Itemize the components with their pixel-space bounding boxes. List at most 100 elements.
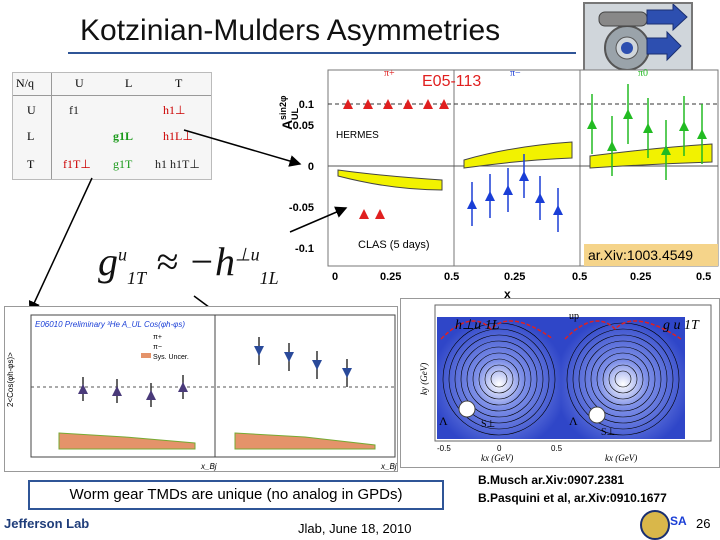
contour-ring (590, 346, 656, 412)
references: B.Musch ar.Xiv:0907.2381 B.Pasquini et a… (478, 471, 667, 507)
worm-gear-relation: gu1T ≈ −h⊥u 1L (98, 238, 279, 289)
data-point (78, 384, 88, 394)
hermes-label: HERMES (336, 130, 379, 141)
ky-axis-label: ky (GeV) (419, 363, 429, 395)
chart-header: E06010 Preliminary ³He A_UL Cos(φh-φs) (35, 320, 185, 329)
contour-ring (584, 340, 662, 418)
worm-gear-logo (583, 2, 693, 74)
legend-pi-plus: π+ (153, 334, 162, 341)
lattice-up-label: up (569, 311, 579, 322)
y-tick: 0.1 (299, 99, 314, 111)
table-cell: g1T (113, 157, 133, 171)
contour-ring (578, 334, 668, 424)
arxiv-label: ar.Xiv:1003.4549 (588, 247, 693, 263)
data-point (343, 99, 353, 109)
table-cell: h1⊥ (163, 103, 186, 117)
top-asymmetry-chart: E05-113 π+ π− π0 HERMES CLAS (5 days) ar… (272, 64, 720, 301)
table-head-u: U (75, 76, 84, 90)
table-corner: N/q (16, 76, 34, 90)
panel-label-pi-plus: π+ (384, 68, 395, 79)
contour-ring (472, 352, 526, 406)
data-point (643, 123, 653, 133)
worm-gear-statement: Worm gear TMDs are unique (no analog in … (28, 480, 444, 510)
top-chart-svg: E05-113 π+ π− π0 HERMES CLAS (5 days) ar… (278, 68, 719, 301)
lambda-label: Λ (439, 414, 448, 428)
data-point (607, 141, 617, 151)
contour-ring (602, 358, 644, 400)
spin-icon (588, 406, 606, 424)
data-point (383, 99, 393, 109)
reference-pasquini: B.Pasquini et al, ar.Xiv:0910.1677 (478, 491, 667, 505)
data-point (363, 99, 373, 109)
formula-lhs-sub: 1T (127, 268, 147, 288)
contour-ring (572, 328, 674, 430)
table-cell: g1L (113, 129, 134, 143)
data-point (519, 171, 529, 181)
data-point (503, 185, 513, 195)
y-tick: 0 (308, 161, 314, 173)
data-point (342, 368, 352, 378)
data-point (679, 121, 689, 131)
data-point (112, 386, 122, 396)
table-row-label: U (27, 103, 36, 117)
table-cell: h1 h1T⊥ (155, 157, 200, 171)
contour-ring (448, 328, 550, 430)
formula-rhs-sup: ⊥u (234, 244, 260, 265)
jefferson-lab-logo: Jefferson Lab (4, 516, 89, 531)
formula-rhs-sub: 1L (259, 268, 279, 288)
x-tick: 0.5 (444, 271, 459, 283)
panel-label-pi-minus: π− (510, 68, 521, 79)
s-perp-label: S⊥ (481, 419, 495, 430)
x-tick: 0.25 (504, 271, 525, 283)
x-axis-label: x_Bj (200, 462, 217, 471)
y-tick: 0.05 (293, 120, 314, 132)
x-axis-label: x_Bj (380, 462, 397, 471)
data-point (535, 193, 545, 203)
lab-name: Jefferson Lab (4, 516, 90, 531)
data-point (587, 119, 597, 129)
contour-ring (608, 364, 638, 394)
x-tick: 0.5 (572, 271, 587, 283)
x-axis-label: x (504, 287, 511, 300)
contour-ring (460, 340, 538, 418)
table-cell: f1 (69, 103, 79, 117)
formula-op: ≈ −h (156, 239, 235, 284)
table-head-l: L (125, 76, 133, 90)
arrow (28, 177, 93, 314)
data-point (553, 205, 563, 215)
seal-icon (640, 510, 670, 540)
data-point (284, 352, 294, 362)
tmd-table: N/q U L T U f1 h1⊥ L g1L h1L⊥ T f1T⊥ g1T… (12, 72, 212, 180)
table-row-label: T (27, 157, 35, 171)
panel-label-pi-zero: π0 (638, 68, 648, 79)
y-tick: -0.1 (295, 243, 314, 255)
lambda-label: Λ (569, 414, 578, 428)
y-axis-label: 2<Cos(φh-φs)> (6, 352, 15, 407)
data-point (439, 99, 449, 109)
contour-ring (484, 364, 514, 394)
kx-axis-label: kx (GeV) (481, 453, 513, 463)
data-point (146, 390, 156, 400)
x-tick: 0.5 (696, 271, 711, 283)
contour-ring (454, 334, 544, 424)
slide-title: Kotzinian-Mulders Asymmetries (80, 14, 501, 47)
y-tick: -0.05 (289, 202, 314, 214)
formula-lhs-sup: u (118, 244, 127, 265)
lattice-label-right: g u 1T (663, 318, 700, 333)
title-underline (68, 52, 576, 54)
legend-pi-minus: π− (153, 344, 162, 351)
contour-ring (466, 346, 532, 412)
data-point (178, 382, 188, 392)
data-point (467, 199, 477, 209)
data-point (623, 109, 633, 119)
table-cell: h1L⊥ (163, 129, 193, 143)
data-point (697, 129, 707, 139)
contour-ring (614, 370, 632, 388)
lattice-label-left: h⊥u 1L (455, 318, 500, 333)
x-tick: 0 (332, 271, 338, 283)
x-tick: 0.25 (630, 271, 651, 283)
gear-icon (598, 2, 688, 71)
reference-musch: B.Musch ar.Xiv:0907.2381 (478, 473, 625, 487)
data-point (485, 191, 495, 201)
data-point (661, 145, 671, 155)
